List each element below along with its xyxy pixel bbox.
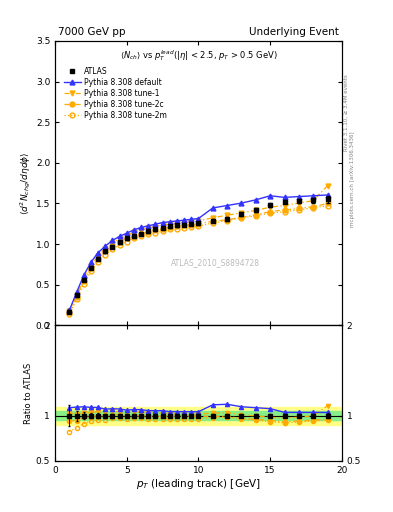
Text: Underlying Event: Underlying Event: [249, 27, 339, 37]
Y-axis label: $\langle d^2 N_{chg}/d\eta d\phi \rangle$: $\langle d^2 N_{chg}/d\eta d\phi \rangle…: [18, 152, 33, 215]
Y-axis label: Ratio to ATLAS: Ratio to ATLAS: [24, 362, 33, 424]
Bar: [55, 411, 342, 420]
Text: 7000 GeV pp: 7000 GeV pp: [58, 27, 125, 37]
Text: ATLAS_2010_S8894728: ATLAS_2010_S8894728: [171, 258, 260, 267]
X-axis label: $p_T$ (leading track) [GeV]: $p_T$ (leading track) [GeV]: [136, 477, 261, 492]
Text: Rivet 3.1.10, ≥ 3.4M events: Rivet 3.1.10, ≥ 3.4M events: [344, 74, 349, 151]
Bar: [55, 407, 342, 424]
Legend: ATLAS, Pythia 8.308 default, Pythia 8.308 tune-1, Pythia 8.308 tune-2c, Pythia 8: ATLAS, Pythia 8.308 default, Pythia 8.30…: [62, 65, 169, 122]
Text: mcplots.cern.ch [arXiv:1306.3436]: mcplots.cern.ch [arXiv:1306.3436]: [350, 132, 354, 227]
Text: $\langle N_{ch}\rangle$ vs $p_T^{lead}$($|\eta|$ < 2.5, $p_T$ > 0.5 GeV): $\langle N_{ch}\rangle$ vs $p_T^{lead}$(…: [119, 48, 277, 63]
